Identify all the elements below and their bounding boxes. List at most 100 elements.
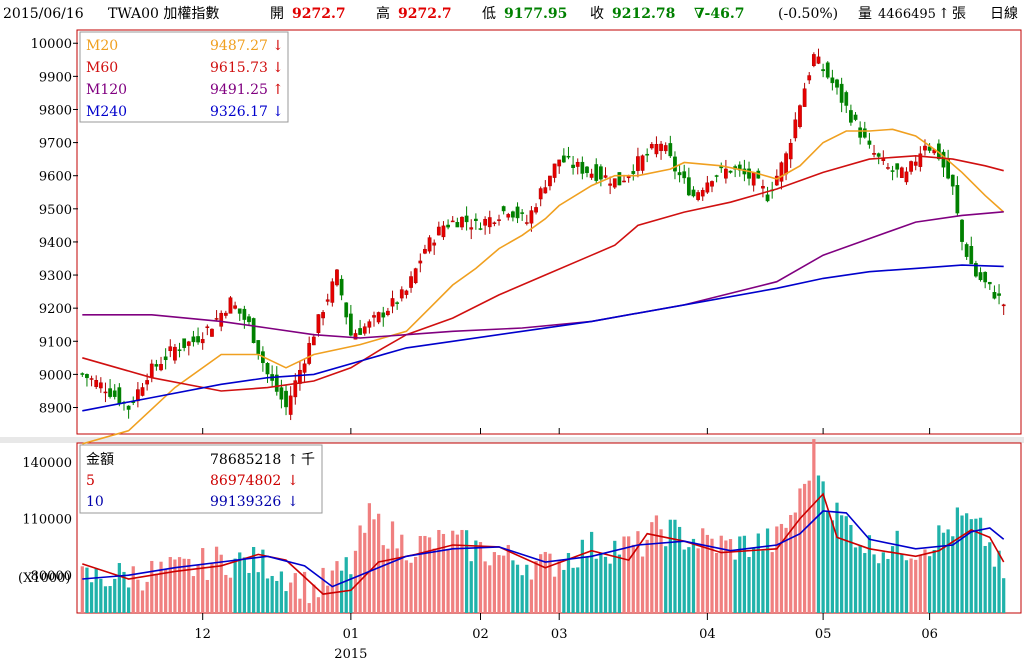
volume-bar-down (349, 574, 353, 613)
candle-down (765, 194, 770, 202)
volume-bar-down (469, 561, 473, 613)
date-tick-label: 06 (921, 627, 938, 642)
volume-bar-down (835, 502, 839, 613)
volume-bar-down (589, 531, 594, 613)
candle-down (645, 153, 650, 156)
volume-bar-down (520, 575, 524, 613)
candle-up (506, 214, 511, 218)
price-legend: M20 9487.27 ↓ M60 9615.73 ↓ M120 9491.25… (79, 31, 289, 123)
price-tick-label: 9100 (39, 335, 72, 350)
candle-down (464, 215, 469, 223)
volume-bar-down (978, 517, 983, 613)
volume-bar-up (312, 584, 316, 613)
volume-bar-down (284, 591, 288, 613)
candle-up (774, 175, 779, 186)
volume-bar-up (451, 530, 455, 613)
candle-up (483, 218, 487, 226)
candle-down (631, 171, 636, 174)
candle-down (594, 164, 599, 181)
candle-down (339, 278, 344, 296)
volume-bar-down (85, 567, 89, 613)
candle-up (793, 119, 798, 139)
candle-down (85, 374, 89, 379)
legend-m120-value: 9491.25 (210, 82, 268, 98)
volume-bar-up (627, 536, 631, 613)
volume-bar-down (113, 578, 117, 613)
candle-up (210, 328, 214, 337)
volume-bar-up (302, 571, 307, 613)
candle-down (348, 313, 353, 336)
candle-down (265, 363, 270, 375)
volume-bar-down (673, 519, 677, 613)
price-tick-label: 9700 (39, 137, 72, 152)
volume-bar-down (761, 550, 765, 613)
candle-up (807, 75, 812, 81)
volume-bar-up (719, 535, 723, 613)
open-value: 9272.7 (292, 6, 346, 22)
candle-down (237, 308, 242, 314)
candle-down (446, 224, 450, 228)
volume-unit-label: (X1000) (18, 571, 70, 586)
volume-bar-up (219, 554, 223, 613)
volume-bar-up (775, 526, 779, 613)
panel-divider (0, 437, 1024, 443)
candle-down (561, 155, 566, 163)
candle-down (978, 272, 983, 281)
volume-bar-up (548, 553, 552, 613)
ma-line-m240 (82, 264, 1004, 412)
legend-5-value: 86974802 (210, 473, 281, 489)
volume-bar-up (377, 513, 381, 613)
volume-bar-up (168, 557, 172, 613)
candle-up (913, 161, 918, 166)
candle-down (358, 328, 362, 335)
candle-down (478, 228, 483, 230)
volume-bar-down (599, 553, 603, 613)
volume-bar-down (983, 545, 987, 613)
legend-amount-arrow: ↑ (287, 452, 299, 468)
volume-bar-down (122, 571, 126, 613)
volume-bar-up (770, 552, 774, 613)
price-tick-label: 9000 (39, 368, 72, 383)
volume-bar-up (437, 529, 441, 613)
candle-down (580, 161, 585, 174)
volume-bar-down (511, 560, 515, 613)
volume-bar-up (187, 558, 191, 613)
price-tick-label: 9300 (39, 269, 72, 284)
legend-m20-value: 9487.27 (210, 38, 268, 54)
candle-up (200, 339, 205, 344)
date-tick-label: 03 (551, 627, 568, 642)
volume-bar-up (488, 565, 492, 613)
candle-down (395, 302, 400, 304)
candle-down (80, 373, 85, 375)
volume-bar-up (414, 556, 418, 613)
volume-bar-down (585, 557, 589, 613)
legend-amount-unit: 千 (301, 452, 315, 468)
candle-up (612, 178, 617, 188)
candle-up (376, 312, 381, 323)
volume-bar-up (923, 549, 927, 613)
volume-bar-down (117, 563, 121, 613)
candle-up (705, 182, 710, 193)
legend-m240-name: M240 (86, 104, 127, 120)
volume-bar-down (867, 535, 872, 613)
volume-bar-down (863, 553, 867, 613)
candle-down (251, 318, 256, 343)
candle-up (404, 290, 409, 295)
legend-amount-value: 78685218 (210, 452, 281, 468)
price-tick-label: 9900 (39, 70, 72, 85)
candle-down (511, 211, 515, 218)
candle-up (386, 310, 390, 315)
candle-up (441, 225, 446, 238)
candle-up (205, 326, 210, 328)
volume-bar-up (460, 529, 464, 613)
low-value: 9177.95 (504, 6, 567, 22)
candle-up (390, 298, 395, 307)
volume-bar-up (131, 566, 135, 613)
legend-amount-name: 金額 (86, 452, 114, 468)
candle-up (538, 188, 543, 200)
volume-unit: 張 (952, 6, 966, 22)
price-legend-box (79, 31, 289, 123)
candle-up (534, 207, 538, 213)
candle-up (1001, 304, 1006, 307)
date-tick-label: 04 (699, 627, 716, 642)
